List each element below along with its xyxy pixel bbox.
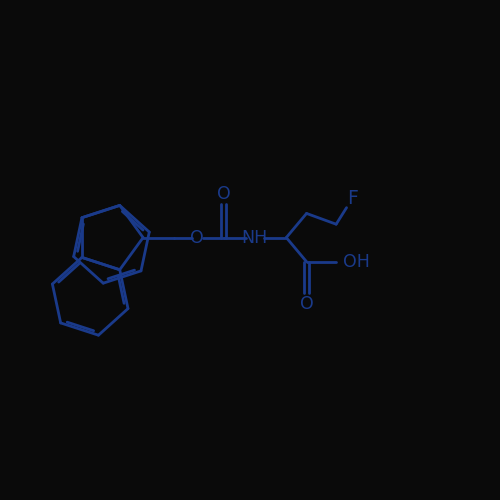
Text: F: F — [347, 189, 358, 208]
Text: NH: NH — [241, 228, 267, 246]
Text: O: O — [300, 295, 314, 313]
Text: OH: OH — [343, 252, 370, 270]
Text: O: O — [190, 228, 203, 246]
Text: O: O — [217, 184, 230, 202]
